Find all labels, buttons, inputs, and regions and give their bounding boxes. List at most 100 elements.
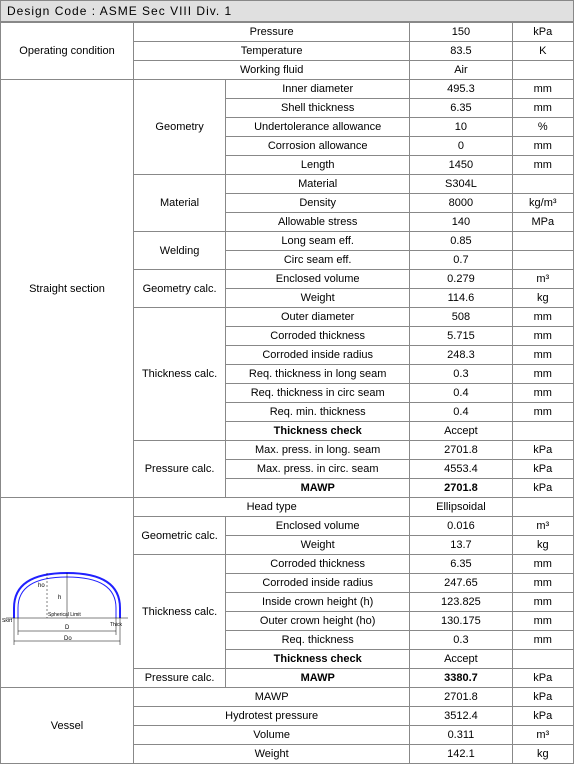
unit: mm: [512, 327, 573, 346]
unit: kPa: [512, 707, 573, 726]
value: 4553.4: [410, 460, 512, 479]
unit: m³: [512, 270, 573, 289]
value: 247.65: [410, 574, 512, 593]
param: Enclosed volume: [226, 517, 410, 536]
value: 5.715: [410, 327, 512, 346]
value: 6.35: [410, 99, 512, 118]
value: 13.7: [410, 536, 512, 555]
value: 495.3: [410, 80, 512, 99]
material-label: Material: [134, 175, 226, 232]
param: Corroded thickness: [226, 555, 410, 574]
param: Thickness check: [226, 650, 410, 669]
value: 0.279: [410, 270, 512, 289]
value: 0.311: [410, 726, 512, 745]
value: 0.7: [410, 251, 512, 270]
unit: mm: [512, 612, 573, 631]
param: MAWP: [134, 688, 410, 707]
value: 0.016: [410, 517, 512, 536]
unit: [512, 498, 573, 517]
value: 3512.4: [410, 707, 512, 726]
value: 1450: [410, 156, 512, 175]
unit: kPa: [512, 460, 573, 479]
design-code-header: Design Code : ASME Sec VIII Div. 1: [0, 0, 574, 22]
unit: kg: [512, 745, 573, 764]
param: Thickness check: [226, 422, 410, 441]
unit: %: [512, 118, 573, 137]
param: Inside crown height (h): [226, 593, 410, 612]
straight-label: Straight section: [1, 80, 134, 498]
unit: kg/m³: [512, 194, 573, 213]
spec-table: Operating condition Pressure 150 kPa Tem…: [0, 22, 574, 764]
vessel-label: Vessel: [1, 688, 134, 764]
unit: mm: [512, 156, 573, 175]
value: 10: [410, 118, 512, 137]
value: 0.85: [410, 232, 512, 251]
value: 114.6: [410, 289, 512, 308]
unit: [512, 232, 573, 251]
param: Hydrotest pressure: [134, 707, 410, 726]
unit: mm: [512, 403, 573, 422]
presscalc-label: Pressure calc.: [134, 441, 226, 498]
unit: mm: [512, 365, 573, 384]
param: Undertolerance allowance: [226, 118, 410, 137]
geometry-label: Geometry: [134, 80, 226, 175]
value: 130.175: [410, 612, 512, 631]
unit: mm: [512, 346, 573, 365]
value: 142.1: [410, 745, 512, 764]
param: Material: [226, 175, 410, 194]
head-presscalc-label: Pressure calc.: [134, 669, 226, 688]
thick-label: Thick: [110, 622, 122, 628]
h-label: h: [58, 595, 61, 601]
param: Circ seam eff.: [226, 251, 410, 270]
param: MAWP: [226, 669, 410, 688]
unit: K: [512, 42, 573, 61]
value: Accept: [410, 650, 512, 669]
head-diagram: ho h Skirt Spherical Limit Thick D Do: [2, 523, 132, 663]
unit: kPa: [512, 23, 573, 42]
unit: kPa: [512, 688, 573, 707]
do-label: Do: [64, 636, 72, 642]
param: Density: [226, 194, 410, 213]
param: Head type: [134, 498, 410, 517]
head-geomcalc-label: Geometric calc.: [134, 517, 226, 555]
param: Req. thickness in circ seam: [226, 384, 410, 403]
param: Max. press. in long. seam: [226, 441, 410, 460]
value: S304L: [410, 175, 512, 194]
unit: kPa: [512, 441, 573, 460]
unit: kg: [512, 536, 573, 555]
param: Weight: [134, 745, 410, 764]
value: Ellipsoidal: [410, 498, 512, 517]
value: 0.4: [410, 403, 512, 422]
geomcalc-label: Geometry calc.: [134, 270, 226, 308]
unit: [512, 251, 573, 270]
unit: m³: [512, 517, 573, 536]
unit: mm: [512, 137, 573, 156]
param: Weight: [226, 536, 410, 555]
value: 0.3: [410, 631, 512, 650]
unit: mm: [512, 80, 573, 99]
param: Long seam eff.: [226, 232, 410, 251]
value: 248.3: [410, 346, 512, 365]
unit: mm: [512, 99, 573, 118]
value: 83.5: [410, 42, 512, 61]
param: Req. min. thickness: [226, 403, 410, 422]
param: Req. thickness: [226, 631, 410, 650]
param: MAWP: [226, 479, 410, 498]
value: 2701.8: [410, 441, 512, 460]
head-diagram-cell: ho h Skirt Spherical Limit Thick D Do: [1, 498, 134, 688]
value: 6.35: [410, 555, 512, 574]
operating-label: Operating condition: [1, 23, 134, 80]
param: Weight: [226, 289, 410, 308]
value: Air: [410, 61, 512, 80]
skirt-label: Skirt: [2, 618, 13, 624]
value: 0.4: [410, 384, 512, 403]
param: Length: [226, 156, 410, 175]
param: Shell thickness: [226, 99, 410, 118]
param: Inner diameter: [226, 80, 410, 99]
value: 140: [410, 213, 512, 232]
param: Req. thickness in long seam: [226, 365, 410, 384]
value: Accept: [410, 422, 512, 441]
param: Max. press. in circ. seam: [226, 460, 410, 479]
param: Working fluid: [134, 61, 410, 80]
value: 150: [410, 23, 512, 42]
